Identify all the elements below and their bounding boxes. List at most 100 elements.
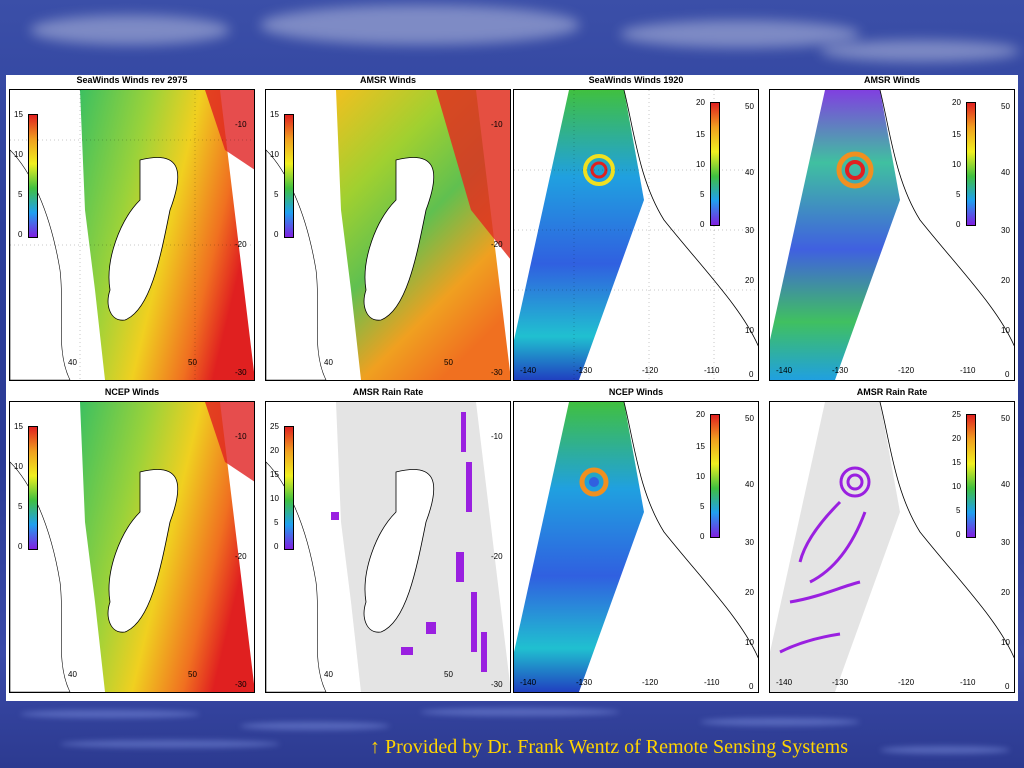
wind-map [10,402,254,692]
lon-label: -110 [960,366,976,375]
lat-label: -20 [491,552,503,561]
lon-label: -130 [576,678,593,687]
lon-label: -120 [898,366,915,375]
map-frame: 25 20 15 10 5 0 50 40 30 20 10 0 -140 -1… [769,401,1015,693]
colorbar-label: 15 [696,130,705,139]
colorbar-label: 5 [18,190,23,199]
panel-amsr-winds-madagascar: AMSR Winds 15 10 5 0 -10 -20 - [265,75,511,381]
colorbar-label: 15 [696,442,705,451]
colorbar-label: 15 [270,110,279,119]
lat-label: 0 [1005,370,1010,379]
colorbar-label: 5 [700,190,705,199]
lon-label: -110 [704,366,720,375]
lat-label: 50 [1001,102,1010,111]
colorbar-label: 15 [14,110,23,119]
lat-label: 20 [745,276,754,285]
lat-label: 10 [745,326,754,335]
lat-label: -20 [235,240,247,249]
colorbar-label: 10 [270,494,279,503]
map-frame: 15 10 5 0 -10 -20 -30 40 50 [265,89,511,381]
colorbar [28,426,38,550]
lon-label: -140 [520,366,537,375]
lat-label: 0 [1005,682,1010,691]
lat-label: 10 [1001,326,1010,335]
lat-label: 40 [745,480,754,489]
lon-label: 40 [68,670,77,679]
lon-label: -140 [520,678,537,687]
lat-label: 40 [1001,480,1010,489]
map-frame: 20 15 10 5 0 50 40 30 20 10 0 -140 -130 … [513,401,759,693]
wind-map [514,90,758,380]
map-frame: 20 15 10 5 0 50 40 30 20 10 0 -140 -130 … [513,89,759,381]
sky-background [0,0,1024,75]
colorbar-label: 10 [696,472,705,481]
panel-title: SeaWinds Winds 1920 [588,75,684,85]
lat-label: -30 [235,368,247,377]
lat-label: 0 [749,370,754,379]
water-background [0,700,1024,768]
colorbar [284,426,294,550]
credit-caption: ↑ Provided by Dr. Frank Wentz of Remote … [370,736,848,758]
colorbar-label: 0 [274,230,279,239]
colorbar-label: 20 [952,98,961,107]
map-frame: 20 15 10 5 0 50 40 30 20 10 0 -140 -130 … [769,89,1015,381]
colorbar-label: 5 [700,502,705,511]
colorbar-label: 0 [18,230,23,239]
panel-seawinds-madagascar: SeaWinds Winds rev 2975 1 [9,75,255,381]
wind-map [266,90,510,380]
lat-label: 50 [1001,414,1010,423]
lat-label: -30 [235,680,247,689]
colorbar [284,114,294,238]
colorbar-label: 10 [14,462,23,471]
colorbar [966,102,976,226]
lon-label: -130 [576,366,593,375]
lat-label: 20 [1001,276,1010,285]
lat-label: 0 [749,682,754,691]
panel-ncep-madagascar: NCEP Winds 15 10 5 0 -10 -20 -30 40 50 [9,387,255,693]
colorbar-label: 10 [14,150,23,159]
figure-sheet: SeaWinds Winds rev 2975 1 [6,75,1018,701]
colorbar-label: 0 [700,532,705,541]
lon-label: 40 [68,358,77,367]
lat-label: -30 [491,680,503,689]
lat-label: 40 [745,168,754,177]
lat-label: 30 [745,226,754,235]
colorbar-label: 0 [956,220,961,229]
panel-ncep-pacific: NCEP Winds 20 15 10 5 0 50 40 30 20 10 0… [513,387,759,693]
colorbar-label: 10 [696,160,705,169]
lat-label: -10 [235,120,247,129]
lat-label: 20 [745,588,754,597]
lat-label: 30 [745,538,754,547]
lon-label: -140 [776,366,793,375]
wind-map [514,402,758,692]
lat-label: -10 [491,120,503,129]
lon-label: -120 [898,678,915,687]
lon-label: 40 [324,670,333,679]
panel-title: AMSR Winds [864,75,920,85]
panel-title: NCEP Winds [104,387,160,397]
colorbar-label: 25 [952,410,961,419]
panel-title: AMSR Rain Rate [352,387,424,397]
colorbar-label: 0 [956,530,961,539]
lon-label: -120 [642,366,659,375]
lat-label: 30 [1001,538,1010,547]
lat-label: -20 [235,552,247,561]
map-frame: 15 10 5 0 -10 -20 -30 40 50 [9,89,255,381]
colorbar-label: 5 [956,506,961,515]
colorbar-label: 15 [270,470,279,479]
lon-label: -110 [704,678,720,687]
panel-amsr-rain-madagascar: AMSR Rain Rate 25 20 15 10 5 0 -10 -2 [265,387,511,693]
colorbar [710,414,720,538]
lat-label: -10 [235,432,247,441]
colorbar-label: 20 [696,98,705,107]
colorbar-label: 20 [952,434,961,443]
map-frame: 25 20 15 10 5 0 -10 -20 -30 40 50 [265,401,511,693]
colorbar-label: 5 [18,502,23,511]
lon-label: 40 [324,358,333,367]
panel-title: SeaWinds Winds rev 2975 [76,75,188,85]
lat-label: 10 [1001,638,1010,647]
colorbar-label: 5 [274,518,279,527]
colorbar-label: 15 [952,458,961,467]
colorbar-label: 15 [952,130,961,139]
lon-label: -120 [642,678,659,687]
